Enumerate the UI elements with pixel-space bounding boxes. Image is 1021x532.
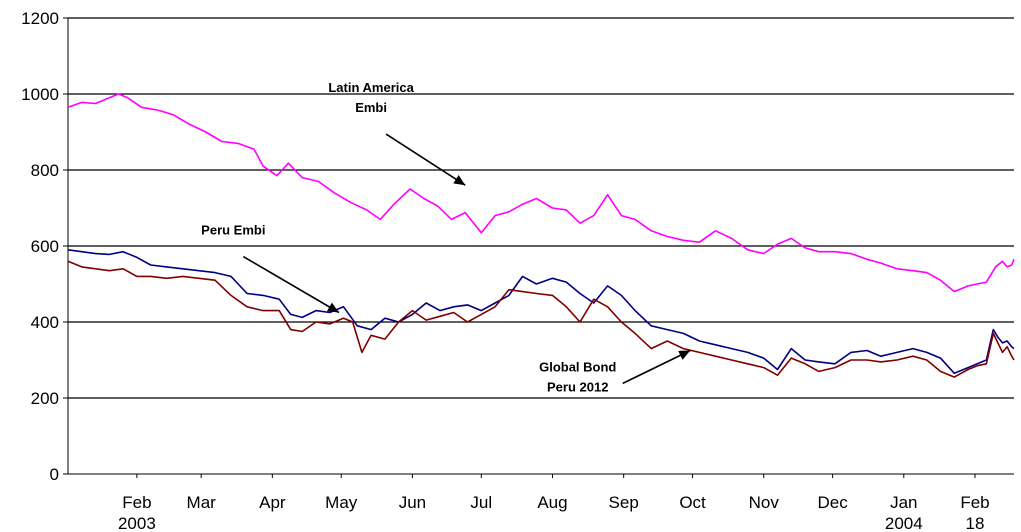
y-tick-label-600: 600: [31, 237, 59, 256]
x-tick-label-12: Feb: [960, 493, 989, 512]
annotation-arrowhead-latin-america-embi: [453, 175, 466, 186]
annotation-latin-america-embi-line-0: Latin America: [328, 80, 414, 95]
y-axis: 0 200 400 600 800 1000 1200: [21, 9, 69, 484]
x-tick-label-9: Nov: [749, 493, 780, 512]
x-tick-label-1: Mar: [187, 493, 217, 512]
series-lines: [67, 93, 1015, 378]
x-tick-sublabel-12: 18: [966, 514, 985, 532]
y-tick-label-0: 0: [50, 465, 59, 484]
x-tick-label-10: Dec: [817, 493, 848, 512]
y-tick-label-800: 800: [31, 161, 59, 180]
annotation-arrowhead-global-bond-peru-2012: [678, 350, 691, 360]
series-line-latin-america-embi: [67, 93, 1015, 293]
x-tick-sublabel-0: 2003: [118, 514, 156, 532]
series-line-global-bond-peru-2012: [67, 260, 1015, 378]
annotation-peru-embi-line-0: Peru Embi: [201, 223, 265, 238]
annotation-latin-america-embi-line-1: Embi: [355, 100, 387, 115]
series-line-peru-embi: [67, 249, 1015, 375]
annotation-arrow-peru-embi: [242, 255, 340, 314]
x-tick-label-11: Jan: [890, 493, 917, 512]
x-tick-label-4: Jun: [399, 493, 426, 512]
annotation-global-bond-peru-2012-line-1: Peru 2012: [547, 379, 608, 394]
annotation-arrowhead-peru-embi: [326, 302, 339, 313]
gridlines: [68, 17, 1014, 399]
annotation-arrow-global-bond-peru-2012: [622, 349, 691, 385]
x-tick-label-7: Sep: [609, 493, 639, 512]
x-tick-label-8: Oct: [679, 493, 706, 512]
x-tick-sublabel-11: 2004: [885, 514, 923, 532]
y-tick-label-1200: 1200: [21, 9, 59, 28]
x-tick-label-0: Feb: [122, 493, 151, 512]
annotations: Latin America Embi Peru Embi Global Bond Per…: [201, 80, 691, 394]
x-tick-label-3: May: [325, 493, 358, 512]
y-tick-label-200: 200: [31, 389, 59, 408]
x-tick-label-2: Apr: [259, 493, 286, 512]
y-tick-label-1000: 1000: [21, 85, 59, 104]
x-tick-label-6: Aug: [537, 493, 567, 512]
annotation-arrow-latin-america-embi: [385, 133, 466, 186]
y-tick-label-400: 400: [31, 313, 59, 332]
x-axis: Feb 2003 Mar Apr May Jun Jul Aug Sep Oct Nov Dec Jan…: [68, 473, 1014, 532]
annotation-global-bond-peru-2012-line-0: Global Bond: [539, 359, 616, 374]
x-tick-label-5: Jul: [470, 493, 492, 512]
